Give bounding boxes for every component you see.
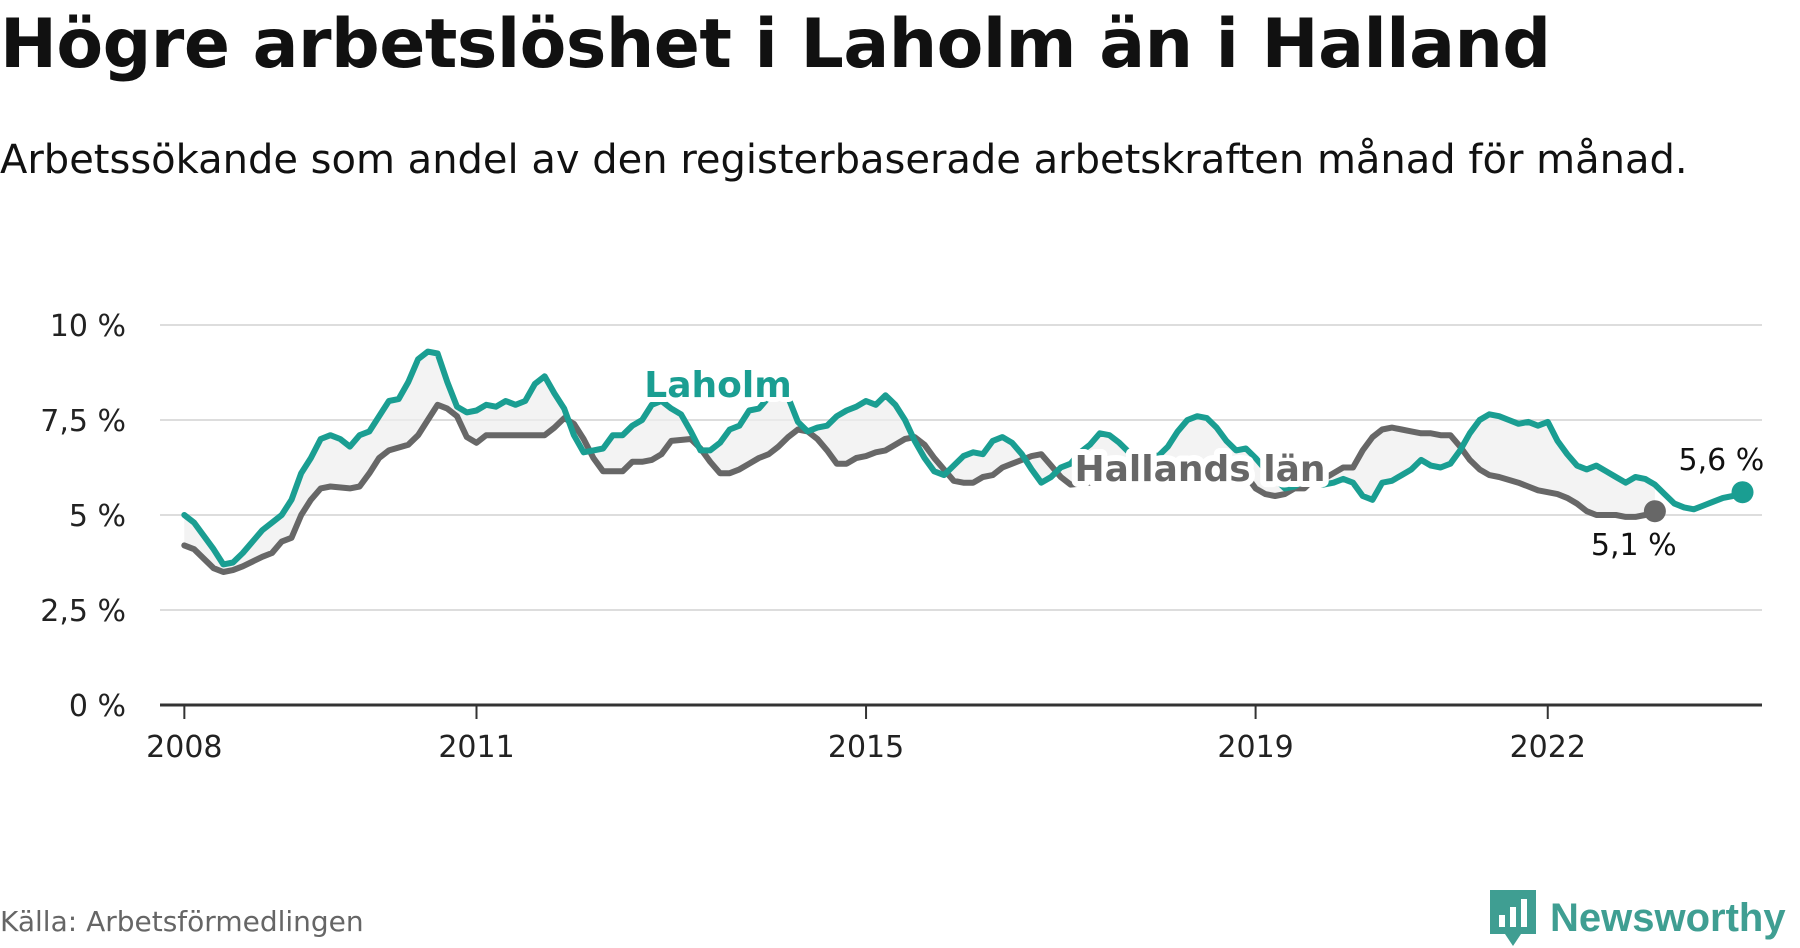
x-tick-label-0: 2008 [146, 730, 222, 765]
y-tick-label-0: 0 % [69, 689, 126, 724]
x-tick-label-2: 2015 [828, 730, 904, 765]
gap-fill-area [184, 351, 1655, 572]
y-tick-label-4: 10 % [50, 309, 126, 344]
chart-subtitle: Arbetssökande som andel av den registerb… [0, 137, 1688, 183]
end-marker-hallands-lan [1643, 500, 1666, 523]
labels: 0 % 2,5 % 5 % 7,5 % 10 % 2008 2011 2015 2019 2022… [40, 309, 1764, 765]
y-tick-label-2: 5 % [69, 499, 126, 534]
brand-name: Newsworthy [1550, 895, 1786, 940]
series-label-laholm: Laholm [644, 365, 791, 406]
x-tick-label-3: 2019 [1217, 730, 1293, 765]
x-axis [160, 703, 1762, 719]
source-note: Källa: Arbetsförmedlingen [0, 905, 364, 938]
chart-title: Högre arbetslöshet i Laholm än i Halland [0, 5, 1551, 84]
end-marker-laholm [1731, 481, 1754, 504]
series-label-hallands-lan: Hallands län [1074, 449, 1325, 490]
series-lines [181, 348, 1754, 575]
newsworthy-logo-icon [1490, 890, 1536, 946]
series-line-laholm [181, 348, 1746, 568]
end-label-hallands-lan: 5,1 % [1591, 528, 1677, 563]
x-tick-label-4: 2022 [1510, 730, 1586, 765]
x-tick-label-1: 2011 [438, 730, 514, 765]
series-line-hallands-lan [181, 401, 1658, 575]
gap-fill [184, 351, 1655, 572]
end-label-laholm: 5,6 % [1679, 443, 1765, 478]
y-tick-label-1: 2,5 % [40, 594, 126, 629]
brand-logo[interactable]: Newsworthy [1488, 888, 1786, 948]
y-tick-label-3: 7,5 % [40, 404, 126, 439]
